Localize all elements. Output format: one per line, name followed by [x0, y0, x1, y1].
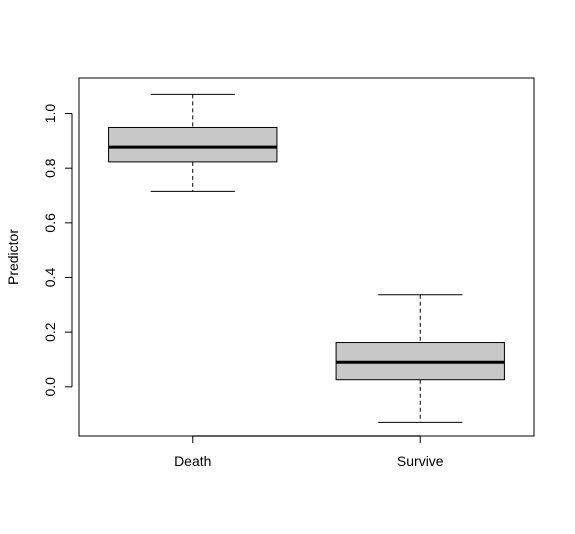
y-tick-label: 0.6 [42, 213, 58, 233]
y-tick-label: 0.0 [42, 377, 58, 397]
x-tick-label: Survive [397, 453, 444, 469]
y-tick-label: 1.0 [42, 104, 58, 124]
box-survive [335, 294, 505, 423]
y-tick-label: 0.4 [42, 268, 58, 288]
x-axis: Death Survive [174, 435, 444, 469]
y-tick-label: 0.8 [42, 158, 58, 178]
x-tick-label: Death [174, 453, 211, 469]
box-death [108, 93, 278, 192]
boxes-layer [108, 93, 505, 423]
iqr-box [108, 126, 278, 163]
y-tick-label: 0.2 [42, 322, 58, 342]
y-axis: 0.0 0.2 0.4 0.6 0.8 1.0 [42, 104, 73, 397]
y-axis-title: Predictor [5, 229, 21, 285]
